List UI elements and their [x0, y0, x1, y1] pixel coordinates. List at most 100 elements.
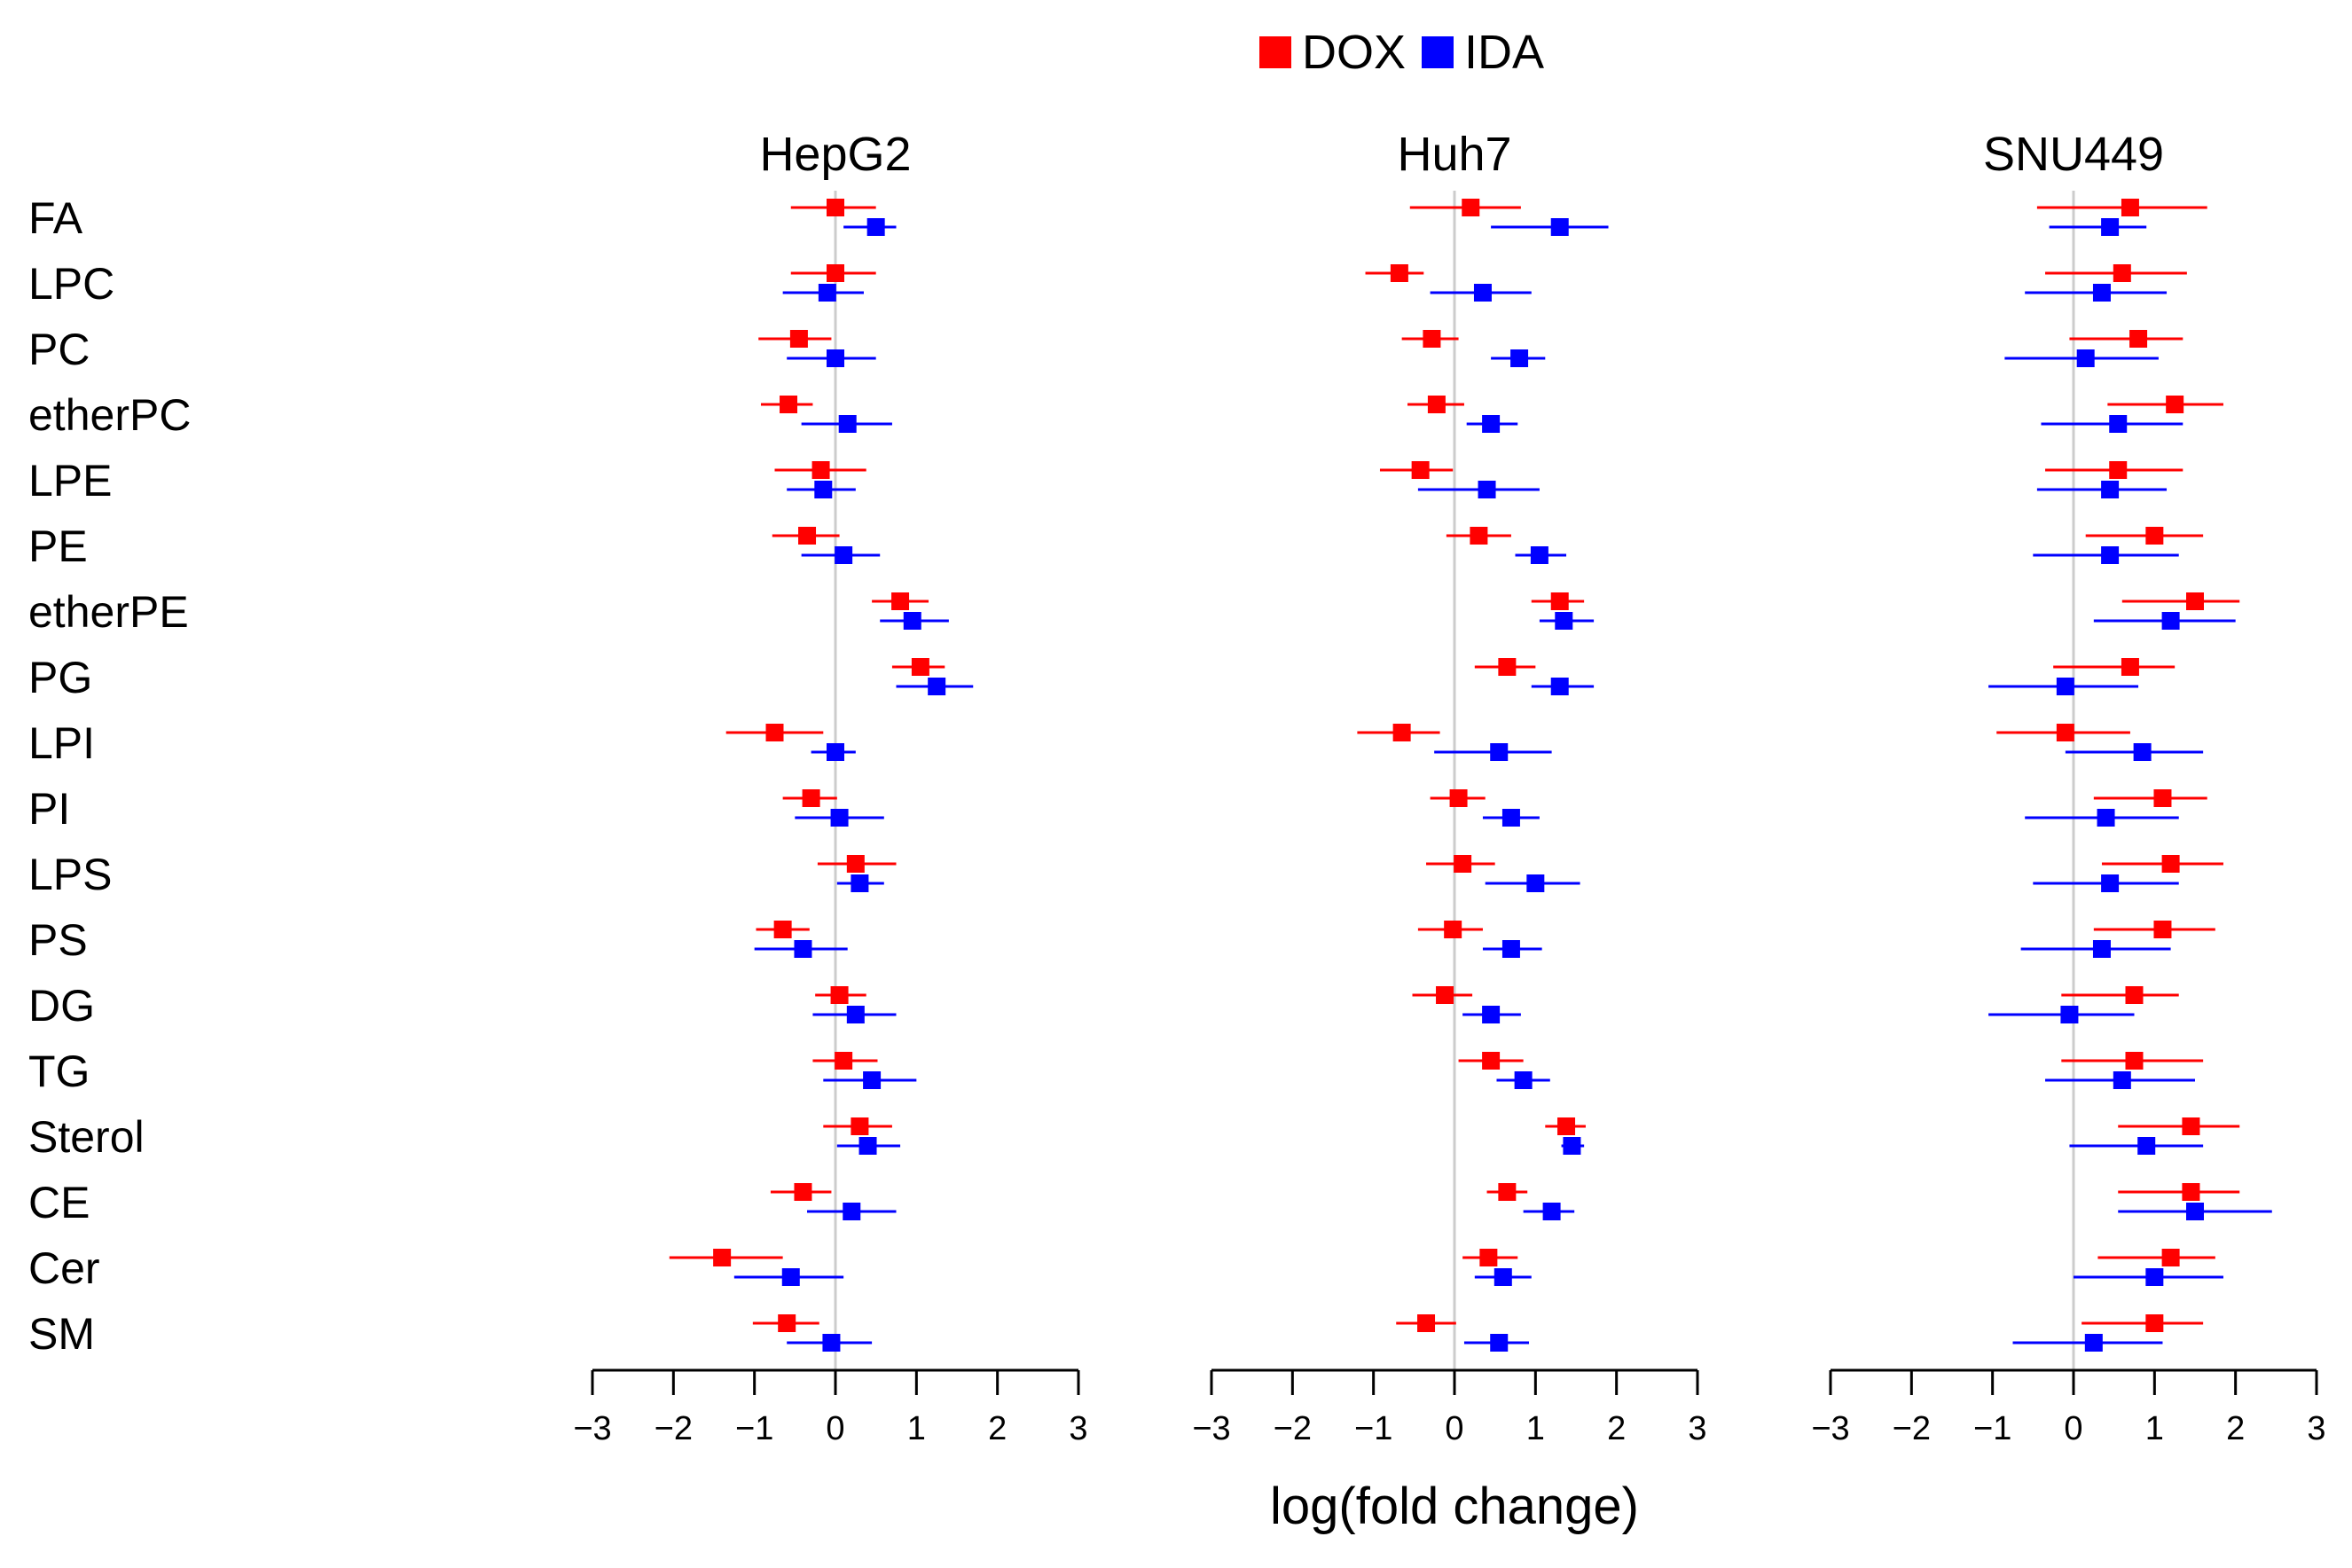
point-snu449-dox-tg: [2125, 1052, 2144, 1070]
point-huh7-dox-lpi: [1392, 724, 1411, 741]
point-hepg2-ida-etherpc: [838, 415, 857, 433]
point-snu449-ida-sm: [2084, 1334, 2103, 1352]
point-hepg2-dox-sterol: [851, 1117, 869, 1135]
category-label-ce: CE: [28, 1178, 90, 1227]
point-huh7-dox-sm: [1417, 1314, 1436, 1332]
point-snu449-dox-lps: [2161, 855, 2180, 873]
point-hepg2-dox-pi: [802, 789, 820, 807]
point-snu449-ida-etherpc: [2109, 415, 2128, 433]
legend-swatch-ida: [1422, 36, 1454, 68]
point-snu449-dox-pi: [2153, 789, 2172, 807]
point-hepg2-ida-lpc: [818, 284, 836, 302]
point-snu449-dox-lpc: [2113, 264, 2131, 282]
x-tick-label-snu449-6: 3: [2307, 1410, 2325, 1447]
category-label-cer: Cer: [28, 1243, 100, 1293]
panel-title-huh7: Huh7: [1397, 128, 1511, 181]
category-label-pc: PC: [28, 325, 90, 374]
x-tick-label-huh7-6: 3: [1688, 1410, 1706, 1447]
point-huh7-dox-tg: [1482, 1052, 1501, 1070]
point-huh7-ida-ps: [1501, 940, 1520, 958]
category-label-lpc: LPC: [28, 259, 114, 309]
point-snu449-ida-etherpe: [2161, 612, 2180, 630]
point-hepg2-dox-lpe: [811, 461, 830, 479]
x-tick-label-hepg2-0: −3: [573, 1410, 611, 1447]
legend-item-dox: DOX: [1259, 25, 1406, 80]
point-snu449-dox-sm: [2145, 1314, 2164, 1332]
point-snu449-ida-cer: [2145, 1268, 2164, 1286]
category-label-fa: FA: [28, 193, 83, 243]
point-huh7-dox-lpc: [1390, 264, 1408, 282]
point-snu449-ida-pg: [2056, 678, 2074, 695]
category-label-ps: PS: [28, 915, 88, 965]
x-tick-label-snu449-3: 0: [2064, 1410, 2082, 1447]
point-hepg2-ida-lpi: [827, 743, 844, 761]
point-snu449-ida-pe: [2101, 546, 2120, 564]
point-huh7-dox-lps: [1454, 855, 1472, 873]
category-label-sm: SM: [28, 1309, 95, 1359]
point-hepg2-dox-lpi: [765, 724, 784, 741]
x-tick-label-huh7-2: −1: [1354, 1410, 1392, 1447]
point-snu449-dox-cer: [2161, 1249, 2180, 1266]
point-hepg2-ida-tg: [863, 1071, 882, 1089]
point-huh7-dox-pg: [1498, 658, 1517, 676]
point-snu449-dox-lpi: [2056, 724, 2074, 741]
category-label-lps: LPS: [28, 850, 113, 899]
point-hepg2-dox-pc: [789, 330, 808, 348]
point-snu449-ida-lpi: [2133, 743, 2152, 761]
legend-label-dox: DOX: [1302, 26, 1407, 79]
x-tick-label-hepg2-1: −2: [655, 1410, 693, 1447]
point-snu449-ida-pi: [2097, 809, 2115, 827]
point-hepg2-ida-pe: [835, 546, 853, 564]
point-hepg2-dox-fa: [827, 199, 844, 216]
category-label-pe: PE: [28, 521, 88, 571]
category-label-etherpe: etherPE: [28, 587, 189, 637]
point-hepg2-ida-fa: [866, 218, 885, 236]
x-axis-label: log(fold change): [1270, 1478, 1639, 1535]
point-snu449-ida-lps: [2101, 874, 2120, 892]
point-hepg2-ida-pi: [830, 809, 849, 827]
point-huh7-ida-lpc: [1473, 284, 1492, 302]
point-huh7-dox-ps: [1444, 921, 1462, 938]
point-huh7-dox-etherpc: [1427, 396, 1446, 413]
point-hepg2-ida-cer: [781, 1268, 800, 1286]
point-hepg2-dox-pg: [911, 658, 929, 676]
point-hepg2-ida-sterol: [858, 1137, 877, 1155]
point-hepg2-dox-ps: [773, 921, 792, 938]
x-tick-label-hepg2-3: 0: [826, 1410, 844, 1447]
legend-item-ida: IDA: [1422, 25, 1544, 80]
point-huh7-ida-tg: [1514, 1071, 1533, 1089]
x-tick-label-hepg2-4: 1: [907, 1410, 926, 1447]
x-tick-label-snu449-2: −1: [1973, 1410, 2011, 1447]
point-huh7-ida-etherpe: [1555, 612, 1573, 630]
point-hepg2-ida-sm: [822, 1334, 841, 1352]
point-hepg2-ida-lpe: [814, 481, 833, 498]
point-hepg2-dox-sm: [778, 1314, 796, 1332]
point-snu449-dox-pg: [2121, 658, 2139, 676]
point-huh7-ida-lpe: [1478, 481, 1496, 498]
category-label-pg: PG: [28, 653, 92, 702]
x-tick-label-hepg2-5: 2: [988, 1410, 1007, 1447]
point-snu449-dox-ce: [2182, 1183, 2200, 1201]
category-label-tg: TG: [28, 1047, 90, 1096]
x-tick-label-snu449-5: 2: [2226, 1410, 2245, 1447]
point-hepg2-ida-ps: [794, 940, 812, 958]
point-hepg2-dox-cer: [713, 1249, 732, 1266]
point-huh7-ida-pc: [1510, 349, 1529, 367]
point-huh7-ida-pg: [1550, 678, 1569, 695]
point-snu449-dox-sterol: [2182, 1117, 2200, 1135]
point-hepg2-dox-lpc: [827, 264, 844, 282]
point-huh7-ida-cer: [1494, 1268, 1512, 1286]
point-huh7-ida-fa: [1550, 218, 1569, 236]
point-snu449-ida-dg: [2060, 1006, 2079, 1023]
point-snu449-dox-etherpc: [2166, 396, 2184, 413]
point-hepg2-dox-dg: [830, 986, 849, 1004]
category-label-lpe: LPE: [28, 456, 113, 506]
point-huh7-ida-lpi: [1490, 743, 1509, 761]
point-hepg2-ida-dg: [846, 1006, 865, 1023]
point-huh7-ida-ce: [1542, 1203, 1561, 1220]
category-label-dg: DG: [28, 981, 95, 1031]
point-huh7-ida-sm: [1490, 1334, 1509, 1352]
category-label-sterol: Sterol: [28, 1112, 145, 1162]
point-snu449-ida-tg: [2113, 1071, 2131, 1089]
x-tick-label-huh7-5: 2: [1607, 1410, 1626, 1447]
